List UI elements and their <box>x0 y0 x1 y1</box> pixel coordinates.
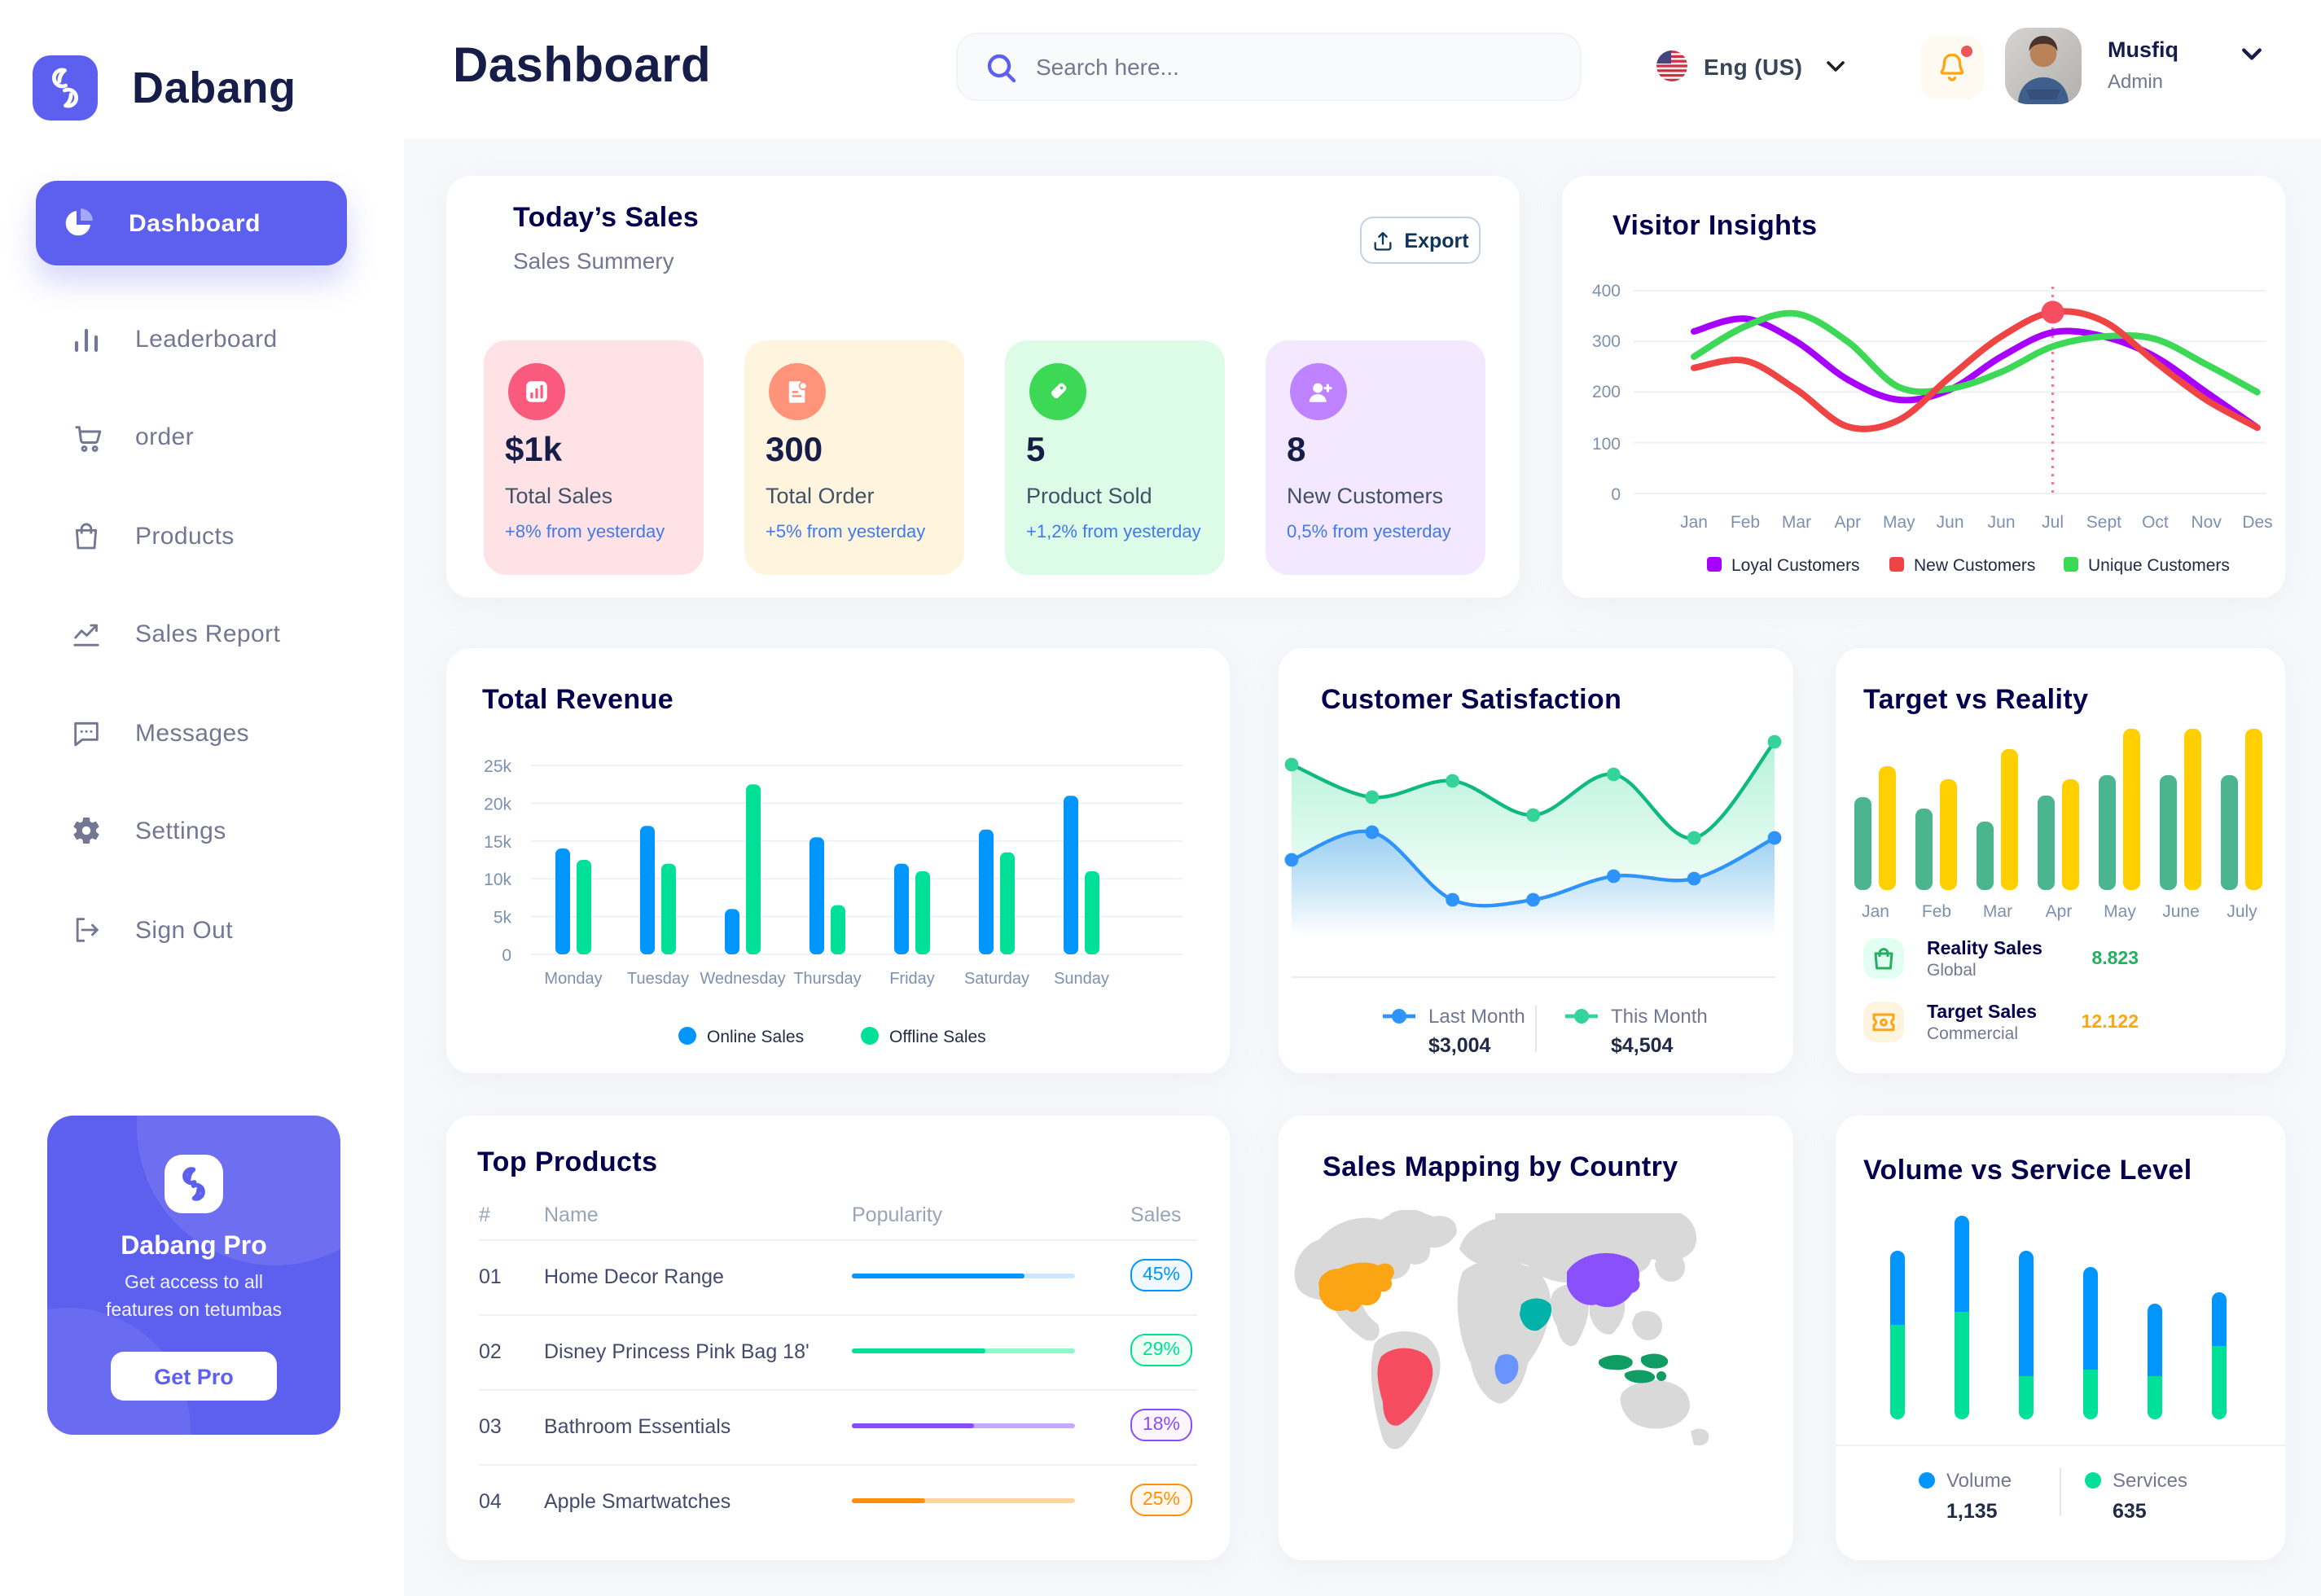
svg-text:5k: 5k <box>494 909 512 927</box>
svg-text:0: 0 <box>1611 485 1621 504</box>
svg-text:8.823: 8.823 <box>2091 947 2139 968</box>
svg-text:Last Month: Last Month <box>1428 1006 1525 1028</box>
svg-text:This Month: This Month <box>1611 1006 1708 1028</box>
svg-text:Thursday: Thursday <box>793 970 861 988</box>
svg-text:Loyal Customers: Loyal Customers <box>1731 556 1860 575</box>
svg-text:Online Sales: Online Sales <box>707 1028 804 1046</box>
svg-text:25k: 25k <box>484 757 511 776</box>
svg-text:June: June <box>2162 902 2200 921</box>
svg-text:Target Sales: Target Sales <box>1927 1001 2037 1022</box>
svg-text:May: May <box>2104 902 2136 921</box>
svg-text:Commercial: Commercial <box>1927 1024 2018 1043</box>
svg-text:12.122: 12.122 <box>2082 1011 2139 1032</box>
svg-text:Jun: Jun <box>1988 513 2016 532</box>
svg-text:Feb: Feb <box>1922 902 1951 921</box>
svg-text:Feb: Feb <box>1731 513 1760 532</box>
svg-text:Reality Sales: Reality Sales <box>1927 937 2042 958</box>
svg-text:Jan: Jan <box>1862 902 1889 921</box>
svg-text:July: July <box>2227 902 2257 921</box>
svg-text:Offline Sales: Offline Sales <box>889 1028 986 1046</box>
svg-text:1,135: 1,135 <box>1946 1500 1998 1523</box>
svg-text:May: May <box>1883 513 1915 532</box>
svg-text:Saturday: Saturday <box>964 970 1029 988</box>
svg-text:10k: 10k <box>484 870 511 889</box>
svg-text:Mar: Mar <box>1983 902 2012 921</box>
svg-text:Des: Des <box>2242 513 2272 532</box>
svg-text:Unique Customers: Unique Customers <box>2088 556 2230 575</box>
svg-text:Friday: Friday <box>889 970 935 988</box>
svg-text:$4,504: $4,504 <box>1611 1034 1674 1057</box>
svg-text:0: 0 <box>502 946 511 965</box>
svg-text:Oct: Oct <box>2142 513 2169 532</box>
svg-text:Jun: Jun <box>1937 513 1964 532</box>
svg-text:$3,004: $3,004 <box>1428 1034 1491 1057</box>
svg-text:Apr: Apr <box>2046 902 2073 921</box>
svg-text:Jul: Jul <box>2042 513 2064 532</box>
svg-text:Jan: Jan <box>1680 513 1708 532</box>
svg-text:15k: 15k <box>484 833 511 852</box>
svg-text:Global: Global <box>1927 961 1977 980</box>
svg-text:Monday: Monday <box>544 970 602 988</box>
svg-text:Tuesday: Tuesday <box>627 970 689 988</box>
svg-text:635: 635 <box>2113 1500 2147 1523</box>
svg-text:300: 300 <box>1592 332 1621 351</box>
svg-text:20k: 20k <box>484 795 511 813</box>
svg-text:Nov: Nov <box>2192 513 2222 532</box>
svg-text:Mar: Mar <box>1782 513 1811 532</box>
svg-text:100: 100 <box>1592 435 1621 454</box>
svg-text:400: 400 <box>1592 282 1621 300</box>
svg-text:Wednesday: Wednesday <box>700 970 785 988</box>
svg-text:Services: Services <box>2113 1470 2187 1492</box>
svg-text:Sunday: Sunday <box>1054 970 1109 988</box>
svg-text:Sept: Sept <box>2086 513 2121 532</box>
svg-text:New Customers: New Customers <box>1914 556 2035 575</box>
svg-text:200: 200 <box>1592 383 1621 401</box>
svg-text:Volume: Volume <box>1946 1470 2012 1492</box>
svg-text:Apr: Apr <box>1834 513 1861 532</box>
